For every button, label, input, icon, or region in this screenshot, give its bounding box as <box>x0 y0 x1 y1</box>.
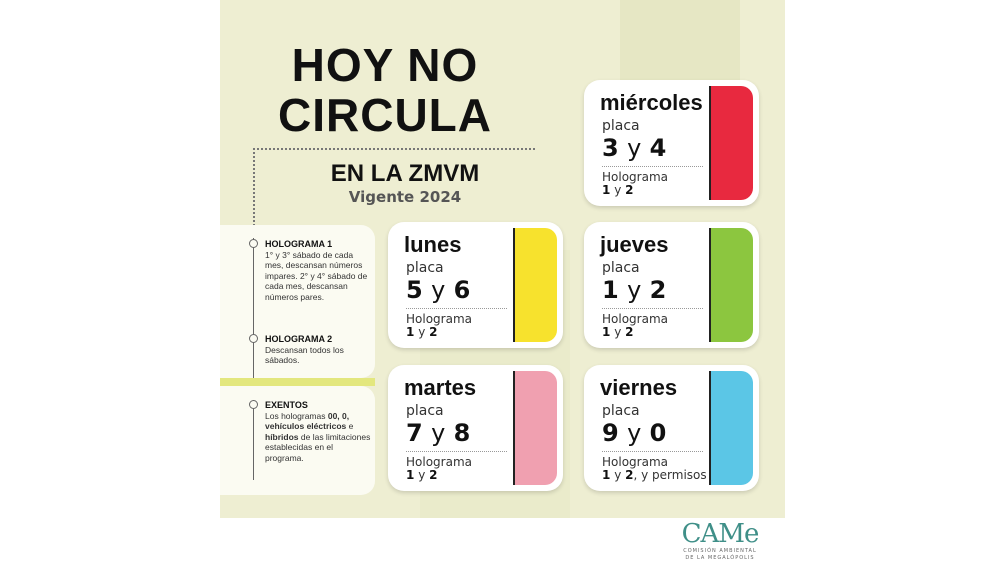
circle-icon <box>249 334 258 343</box>
day-card-1: lunes placa 5 y 6 Holograma 1 y 2 <box>388 222 563 348</box>
note-exentos: EXENTOS Los hologramas 00, 0, vehículos e… <box>265 400 371 463</box>
plate-digits: 7 y 8 <box>406 419 471 447</box>
circle-icon <box>249 239 258 248</box>
day-name: lunes <box>404 232 462 257</box>
plate-digits: 1 y 2 <box>602 276 667 304</box>
day-card-0: miércoles placa 3 y 4 Holograma 1 y 2 <box>584 80 759 206</box>
dotted-separator <box>406 308 507 309</box>
plate-digits: 9 y 0 <box>602 419 667 447</box>
note-holograma-1: HOLOGRAMA 1 1° y 3° sábado de cada mes, d… <box>265 239 368 302</box>
color-strip <box>513 371 557 485</box>
day-card-2: jueves placa 1 y 2 Holograma 1 y 2 <box>584 222 759 348</box>
dotted-separator <box>406 451 507 452</box>
day-name: jueves <box>600 232 669 257</box>
placa-label: placa <box>602 118 640 134</box>
color-strip <box>709 228 753 342</box>
divider <box>220 378 375 386</box>
vigente-label: Vigente 2024 <box>348 188 462 206</box>
color-strip <box>709 86 753 200</box>
day-name: miércoles <box>600 90 703 115</box>
timeline-line <box>253 238 254 378</box>
day-name: viernes <box>600 375 678 400</box>
note-holograma-2: HOLOGRAMA 2 Descansan todos los sábados. <box>265 334 344 365</box>
dotted-separator <box>602 451 703 452</box>
placa-label: placa <box>406 260 444 276</box>
color-strip <box>513 228 557 342</box>
day-name: martes <box>404 375 477 400</box>
holograma-info: Holograma 1 y 2 <box>406 455 472 482</box>
holograma-info: Holograma 1 y 2 <box>602 312 668 339</box>
day-card-4: viernes placa 9 y 0 Holograma 1 y 2, y pe… <box>584 365 759 491</box>
exentos-panel <box>220 386 375 495</box>
holograma-info: Holograma 1 y 2 <box>602 170 668 197</box>
dotted-separator <box>602 308 703 309</box>
plate-digits: 3 y 4 <box>602 134 667 162</box>
placa-label: placa <box>406 403 444 419</box>
holograma-info: Holograma 1 y 2, y permisos <box>602 455 707 482</box>
plate-digits: 5 y 6 <box>406 276 471 304</box>
placa-label: placa <box>602 260 640 276</box>
background-shape <box>620 0 740 90</box>
subtitle: EN LA ZMVM <box>330 160 480 187</box>
dotted-line <box>253 148 255 238</box>
came-logo: CAMe COMISIÓN AMBIENTAL DE LA MEGALÓPOLI… <box>681 519 760 561</box>
holograma-info: Holograma 1 y 2 <box>406 312 472 339</box>
day-card-3: martes placa 7 y 8 Holograma 1 y 2 <box>388 365 563 491</box>
circle-icon <box>249 400 258 409</box>
placa-label: placa <box>602 403 640 419</box>
holograma-panel <box>220 225 375 378</box>
dotted-separator <box>602 166 703 167</box>
color-strip <box>709 371 753 485</box>
dotted-line <box>253 148 535 150</box>
page-title: HOY NO CIRCULA <box>278 39 492 141</box>
timeline-line <box>253 400 254 480</box>
